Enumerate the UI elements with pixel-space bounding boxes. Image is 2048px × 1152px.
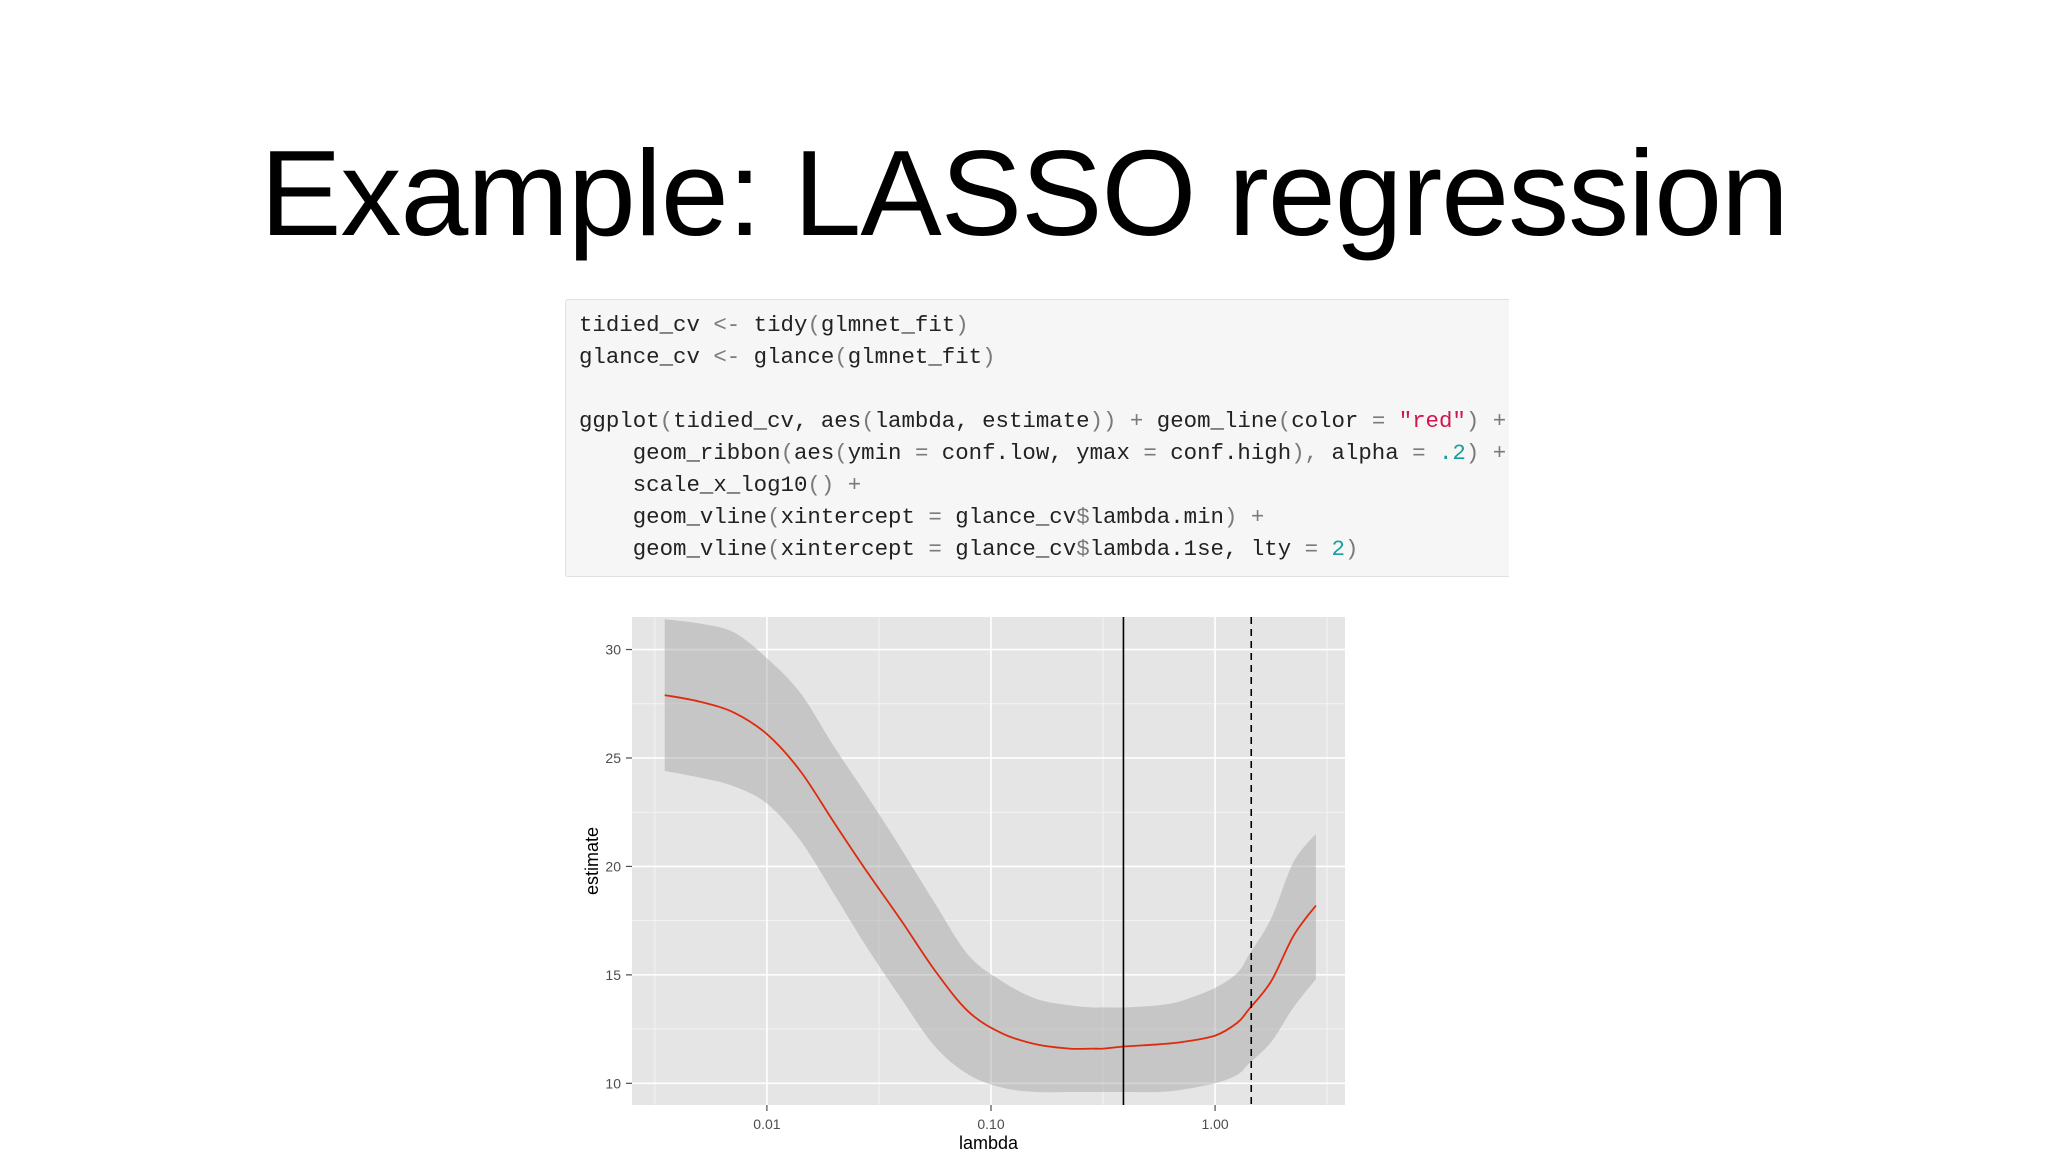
code-token: xintercept bbox=[780, 536, 929, 562]
code-token: lambda.min bbox=[1089, 504, 1224, 530]
code-line: scale_x_log10() + bbox=[579, 469, 861, 501]
code-token: .2 bbox=[1439, 440, 1466, 466]
slide-title: Example: LASSO regression bbox=[260, 125, 1789, 261]
estimate-line bbox=[664, 694, 1317, 1050]
code-token: lambda, estimate bbox=[874, 408, 1090, 434]
plot-panel bbox=[632, 617, 1345, 1105]
code-token: $ bbox=[1076, 504, 1090, 530]
code-token: aes bbox=[794, 440, 835, 466]
y-axis-title: estimate bbox=[582, 827, 602, 895]
code-token: ) + bbox=[1224, 504, 1265, 530]
code-token: glance_cv bbox=[941, 536, 1077, 562]
code-token: ( bbox=[861, 408, 875, 434]
code-token: glmnet_fit bbox=[820, 312, 956, 338]
code-token: glance_cv bbox=[941, 504, 1077, 530]
confidence-ribbon bbox=[664, 619, 1316, 1093]
code-token: color bbox=[1291, 408, 1372, 434]
code-token: tidied_cv, aes bbox=[673, 408, 862, 434]
code-token: <- bbox=[713, 344, 741, 370]
code-token: <- bbox=[713, 312, 741, 338]
y-axis: 10 15 20 25 30 bbox=[605, 642, 632, 1091]
code-token: ) bbox=[982, 344, 996, 370]
code-token: )) + bbox=[1089, 408, 1144, 434]
code-line: tidied_cv <- tidy(glmnet_fit) bbox=[579, 309, 969, 341]
code-token: $ bbox=[1076, 536, 1090, 562]
code-token: = bbox=[928, 504, 942, 530]
code-token: () + bbox=[807, 472, 862, 498]
code-token: glance_cv bbox=[579, 344, 714, 370]
x-tick-label: 0.01 bbox=[753, 1116, 780, 1132]
code-token: 2 bbox=[1331, 536, 1345, 562]
code-token: conf.high bbox=[1156, 440, 1292, 466]
grid-minor bbox=[632, 617, 1345, 1105]
x-tick-label: 0.10 bbox=[977, 1116, 1004, 1132]
code-token: = bbox=[1412, 440, 1426, 466]
x-axis: 0.01 0.10 1.00 bbox=[753, 1105, 1229, 1132]
code-token: ( bbox=[807, 312, 821, 338]
code-token: ) bbox=[1344, 536, 1359, 562]
code-token: ( bbox=[767, 504, 781, 530]
y-tick-label: 20 bbox=[605, 858, 621, 874]
code-token: = bbox=[1371, 408, 1386, 434]
code-token: = bbox=[1304, 536, 1319, 562]
code-line: glance_cv <- glance(glmnet_fit) bbox=[579, 341, 996, 373]
code-token: ( bbox=[834, 344, 848, 370]
y-tick-label: 30 bbox=[605, 642, 621, 658]
code-token: lambda.1se, lty bbox=[1089, 536, 1305, 562]
code-token: scale_x_log10 bbox=[579, 472, 808, 498]
code-token: = bbox=[1143, 440, 1157, 466]
code-token: ( bbox=[780, 440, 794, 466]
code-token: geom_vline bbox=[579, 504, 768, 530]
code-token: xintercept bbox=[780, 504, 929, 530]
code-token: ) bbox=[955, 312, 969, 338]
code-token: ( bbox=[659, 408, 674, 434]
code-token: ( bbox=[1277, 408, 1292, 434]
code-token: ( bbox=[767, 536, 781, 562]
code-token: ) + bbox=[1465, 408, 1507, 434]
code-token: geom_ribbon bbox=[579, 440, 781, 466]
code-line: geom_ribbon(aes(ymin = conf.low, ymax = … bbox=[579, 437, 1506, 469]
x-axis-title: lambda bbox=[959, 1133, 1019, 1152]
code-token: = bbox=[928, 536, 942, 562]
code-token: = bbox=[914, 440, 929, 466]
y-tick-label: 10 bbox=[605, 1075, 621, 1091]
code-token: conf.low, ymax bbox=[928, 440, 1144, 466]
code-line: geom_vline(xintercept = glance_cv$lambda… bbox=[579, 533, 1359, 565]
vlines bbox=[1122, 617, 1253, 1105]
grid-major bbox=[632, 617, 1345, 1105]
code-token: ) + bbox=[1465, 440, 1507, 466]
code-line: geom_vline(xintercept = glance_cv$lambda… bbox=[579, 501, 1265, 533]
code-token: ), bbox=[1291, 440, 1319, 466]
code-token: ggplot bbox=[579, 408, 660, 434]
code-token: alpha bbox=[1318, 440, 1413, 466]
code-block: tidied_cv <- tidy(glmnet_fit) glance_cv <… bbox=[565, 299, 1509, 577]
x-tick-label: 1.00 bbox=[1201, 1116, 1228, 1132]
y-tick-label: 25 bbox=[605, 750, 621, 766]
code-token: "red" bbox=[1398, 408, 1466, 434]
code-token: tidy bbox=[740, 312, 808, 338]
code-token: glmnet_fit bbox=[847, 344, 983, 370]
code-token: glance bbox=[740, 344, 835, 370]
code-token: ( bbox=[834, 440, 848, 466]
y-tick-label: 15 bbox=[605, 967, 621, 983]
code-token: ymin bbox=[847, 440, 915, 466]
code-token: tidied_cv bbox=[579, 312, 714, 338]
code-line: ggplot(tidied_cv, aes(lambda, estimate))… bbox=[579, 405, 1506, 437]
code-token: geom_line bbox=[1143, 408, 1278, 434]
code-token: geom_vline bbox=[579, 536, 768, 562]
